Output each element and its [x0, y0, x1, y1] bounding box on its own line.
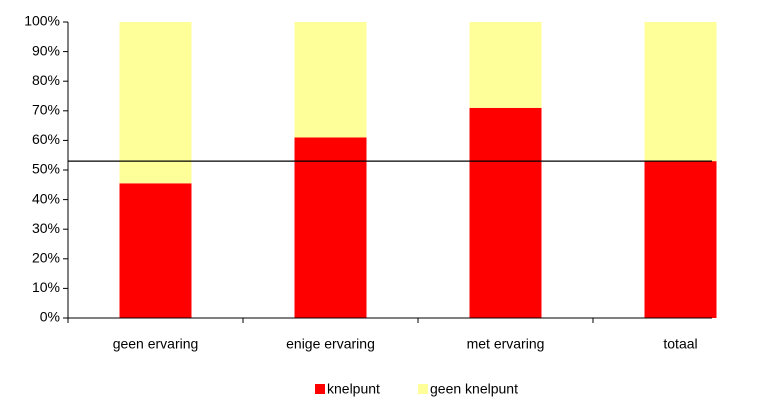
x-tick-label: enige ervaring	[286, 336, 375, 352]
legend-label: knelpunt	[327, 381, 380, 397]
legend-swatch	[418, 384, 428, 394]
x-tick-label: met ervaring	[467, 336, 545, 352]
y-tick-label: 20%	[32, 250, 60, 266]
bar-segment	[469, 107, 542, 318]
bar-segment	[294, 137, 367, 318]
y-tick-label: 60%	[32, 131, 60, 147]
x-tick-label: geen ervaring	[113, 336, 199, 352]
legend-label: geen knelpunt	[430, 381, 518, 397]
bar-segment	[119, 183, 192, 318]
y-tick-label: 30%	[32, 220, 60, 236]
y-tick-label: 50%	[32, 161, 60, 177]
y-tick-label: 70%	[32, 102, 60, 118]
bar-segment	[119, 22, 192, 184]
legend-swatch	[315, 384, 325, 394]
x-tick-label: totaal	[663, 336, 697, 352]
bar-segment	[469, 22, 542, 108]
y-tick-label: 0%	[40, 309, 60, 325]
bar-segment	[294, 22, 367, 138]
y-tick-label: 100%	[24, 13, 60, 29]
y-tick-label: 80%	[32, 72, 60, 88]
y-tick-label: 10%	[32, 279, 60, 295]
bar-segment	[644, 22, 717, 162]
y-tick-label: 90%	[32, 42, 60, 58]
y-tick-label: 40%	[32, 190, 60, 206]
bar-segment	[644, 161, 717, 318]
